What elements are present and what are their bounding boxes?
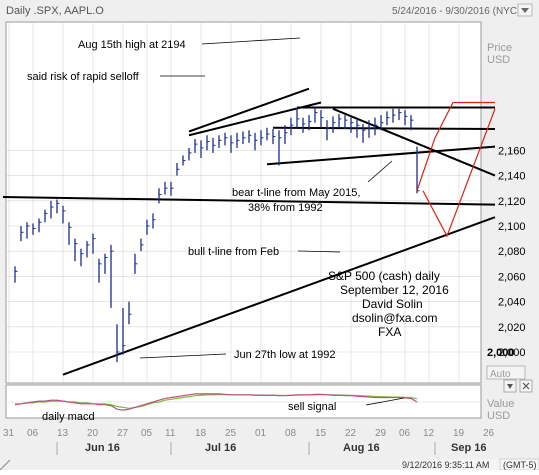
signature-line-1: S&P 500 (cash) daily — [328, 269, 440, 283]
chevron-down-icon — [521, 8, 529, 13]
projection-path — [422, 108, 496, 238]
x-tick-label: 06 — [399, 428, 411, 439]
y-tick-label: 2,100 — [498, 221, 526, 233]
annotation-rapid-selloff: said risk of rapid selloff — [27, 71, 140, 83]
chevron-down-icon — [507, 384, 513, 389]
indicator-axis-unit: USD — [487, 410, 510, 422]
trendline — [266, 145, 496, 166]
time-axis — [6, 419, 481, 456]
status-timezone: (GMT-5) — [503, 460, 537, 470]
x-tick-label: 12 — [423, 428, 435, 439]
status-timestamp: 9/12/2016 9:35:11 AM — [402, 460, 489, 470]
x-month-label: Sep 16 — [451, 442, 486, 454]
x-month-label: Jun 16 — [85, 442, 120, 454]
y-tick-label: 2,040 — [498, 297, 526, 309]
x-month-label: Jul 16 — [205, 442, 236, 454]
trendline — [62, 216, 496, 376]
projection-layer — [416, 101, 496, 238]
x-tick-label: 18 — [195, 428, 207, 439]
trendline — [272, 126, 496, 130]
annotation-jun27-pointer — [139, 353, 227, 359]
signature-line-2: September 12, 2016 — [340, 283, 449, 297]
y-tick-label: 2,020 — [498, 322, 526, 334]
x-tick-label: 06 — [27, 428, 39, 439]
window-title: Daily .SPX, AAPL.O — [6, 5, 104, 17]
annotation-aug15-pointer — [201, 37, 301, 45]
price-bars-layer — [14, 107, 420, 363]
y-tick-label: 2,140 — [498, 171, 526, 183]
x-tick-labels: 31 06 13 20 27 05 11 18 25 01 08 15 22 29 06 12 19 26 Jun … — [3, 428, 495, 455]
annotation-layer: Aug 15th high at 2194 said risk of rapid… — [27, 37, 449, 423]
close-icon — [522, 382, 530, 390]
x-tick-label: 05 — [141, 428, 153, 439]
trendline — [2, 196, 496, 206]
trendline — [188, 87, 310, 133]
x-tick-label: 08 — [285, 428, 297, 439]
indicator-axis-label: Value — [487, 398, 514, 410]
annotation-bear-tline-2: 38% from 1992 — [248, 202, 323, 214]
x-month-label: Aug 16 — [343, 442, 380, 454]
y-tick-label: 2,000 — [498, 347, 526, 359]
last-value-label: 2,000 — [487, 347, 515, 359]
price-axis-column — [482, 22, 539, 418]
projection-path — [416, 101, 495, 191]
x-tick-label: 15 — [315, 428, 327, 439]
annotation-bear-pointer — [367, 160, 393, 183]
x-tick-label: 31 — [3, 428, 15, 439]
y-tick-labels: 2,000 2,020 2,040 2,060 2,080 2,100 2,120 2,140… — [498, 145, 526, 359]
y-tick-label: 2,160 — [498, 145, 526, 157]
signature-line-4: dsolin@fxa.com — [352, 311, 438, 325]
macd-layer — [7, 393, 480, 411]
auto-scale-button[interactable] — [486, 365, 526, 380]
x-tick-label: 19 — [453, 428, 465, 439]
x-tick-label: 29 — [375, 428, 387, 439]
signature-line-3: David Solin — [362, 297, 423, 311]
y-tick-label: 2,120 — [498, 196, 526, 208]
annotation-bear-tline: bear t-line from May 2015, — [232, 187, 360, 199]
annotation-daily-macd: daily macd — [42, 411, 95, 423]
signature-line-5: FXA — [378, 325, 401, 339]
y-tick-label: 2,080 — [498, 246, 526, 258]
annotation-sell-signal: sell signal — [288, 401, 336, 413]
date-range: 5/24/2016 - 9/30/2016 (NYC) — [392, 6, 520, 17]
grid-layer — [7, 23, 480, 382]
annotation-bull-pointer — [297, 250, 341, 253]
x-tick-label: 01 — [255, 428, 267, 439]
annotation-jun27-low: Jun 27th low at 1992 — [234, 349, 336, 361]
x-tick-label: 26 — [483, 428, 495, 439]
annotation-sell-pointer — [365, 397, 405, 406]
annotation-aug15-high: Aug 15th high at 2194 — [78, 39, 186, 51]
trendline-layer — [2, 87, 496, 376]
resize-grip-icon[interactable] — [0, 459, 11, 471]
macd-line — [14, 393, 418, 411]
auto-scale-label: Auto — [490, 369, 511, 380]
trendline — [332, 107, 496, 177]
x-tick-label: 22 — [345, 428, 357, 439]
y-tick-label: 2,060 — [498, 271, 526, 283]
price-axis-unit: USD — [487, 54, 510, 66]
x-tick-label: 20 — [87, 428, 99, 439]
x-tick-label: 25 — [225, 428, 237, 439]
x-tick-label: 11 — [165, 428, 176, 439]
status-bar — [400, 459, 539, 470]
indicator-panel[interactable] — [5, 384, 482, 419]
price-axis-label: Price — [487, 42, 512, 54]
annotation-bull-tline: bull t-line from Feb — [188, 246, 279, 258]
x-tick-label: 13 — [57, 428, 69, 439]
x-tick-label: 27 — [117, 428, 129, 439]
